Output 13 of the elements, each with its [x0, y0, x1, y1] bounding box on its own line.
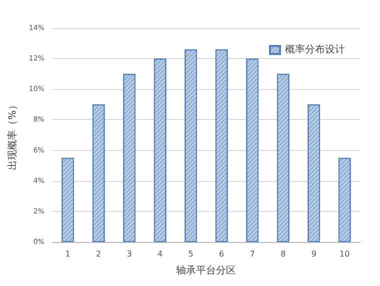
x-tick-label: 10 — [340, 250, 350, 258]
y-axis-title: 出现概率（%） — [6, 100, 18, 170]
legend-label: 概率分布设计 — [285, 44, 345, 56]
x-tick-label: 5 — [188, 250, 194, 258]
x-tick-label: 3 — [126, 250, 132, 258]
x-axis-title: 轴承平台分区 — [176, 264, 236, 276]
x-tick-label: 4 — [158, 250, 163, 258]
x-tick-label: 6 — [219, 250, 224, 258]
x-tick-label: 1 — [65, 250, 70, 258]
x-tick-label: 7 — [250, 250, 255, 258]
x-tick-label: 9 — [311, 250, 316, 258]
x-tick-label: 8 — [280, 250, 286, 258]
x-tick-label: 2 — [96, 250, 102, 258]
